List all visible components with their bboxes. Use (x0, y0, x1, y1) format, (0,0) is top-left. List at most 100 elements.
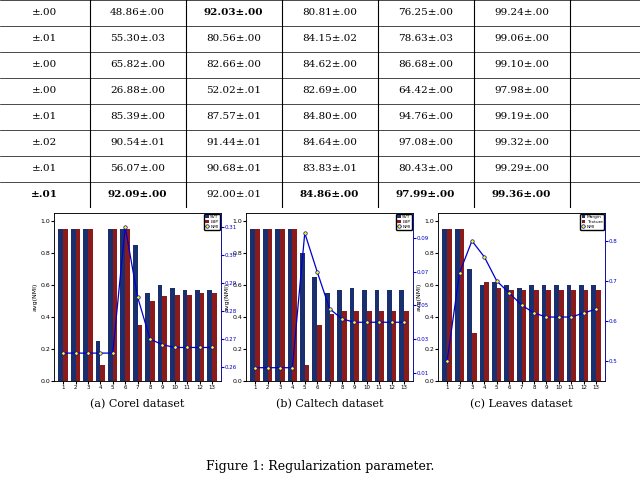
Y-axis label: avg(NMI): avg(NMI) (225, 283, 230, 311)
Text: ±.02: ±.02 (32, 139, 58, 148)
Text: 99.24±.00: 99.24±.00 (494, 8, 549, 17)
Bar (305, 365, 310, 381)
NMI (301, 230, 308, 236)
Text: 84.62±.00: 84.62±.00 (302, 60, 357, 69)
Bar (200, 293, 204, 381)
Text: 92.03±.00: 92.03±.00 (204, 8, 263, 17)
Bar (145, 293, 150, 381)
Bar (330, 314, 334, 381)
Bar (195, 290, 200, 381)
Bar (596, 290, 601, 381)
NMI (351, 319, 358, 325)
Bar (566, 285, 572, 381)
Bar (374, 290, 380, 381)
NMI (363, 319, 371, 325)
Text: ±.01: ±.01 (32, 112, 58, 121)
Text: ±.01: ±.01 (32, 35, 58, 44)
Bar (337, 290, 342, 381)
Text: 80.81±.00: 80.81±.00 (302, 8, 357, 17)
Bar (404, 311, 409, 381)
Line: NMI: NMI (445, 239, 598, 363)
Bar (579, 285, 584, 381)
Line: NMI: NMI (61, 225, 214, 355)
Bar (362, 290, 367, 381)
Bar (517, 288, 522, 381)
Bar (207, 290, 212, 381)
Bar (83, 229, 88, 381)
NMI (543, 314, 550, 320)
Bar (380, 311, 384, 381)
Bar (492, 282, 497, 381)
NMI (72, 350, 79, 356)
Bar (95, 341, 100, 381)
Text: 84.15±.02: 84.15±.02 (302, 35, 357, 44)
Bar (529, 285, 534, 381)
Bar (113, 229, 118, 381)
Text: 82.69±.00: 82.69±.00 (302, 87, 357, 96)
NMI (252, 365, 259, 371)
Bar (387, 290, 392, 381)
NMI (592, 306, 600, 312)
Bar (280, 229, 285, 381)
Text: 84.86±.00: 84.86±.00 (300, 191, 359, 199)
NMI (276, 365, 284, 371)
Bar (399, 290, 404, 381)
Bar (497, 288, 502, 381)
Bar (125, 229, 130, 381)
Bar (584, 290, 588, 381)
Text: 99.10±.00: 99.10±.00 (494, 60, 549, 69)
Text: 56.07±.00: 56.07±.00 (110, 164, 165, 173)
NMI (314, 269, 321, 275)
NMI (468, 238, 476, 244)
Text: 92.00±.01: 92.00±.01 (206, 191, 261, 199)
Bar (212, 293, 217, 381)
NMI (326, 306, 333, 312)
Bar (76, 229, 80, 381)
Bar (349, 288, 355, 381)
Bar (554, 285, 559, 381)
Bar (292, 229, 297, 381)
Bar (100, 365, 105, 381)
Legend: SVT, LBP, NMI: SVT, LBP, NMI (204, 214, 220, 230)
Text: (c) Leaves dataset: (c) Leaves dataset (470, 398, 573, 409)
NMI (109, 350, 116, 356)
NMI (376, 319, 383, 325)
Text: 26.88±.00: 26.88±.00 (110, 87, 165, 96)
Bar (325, 293, 330, 381)
Bar (541, 285, 547, 381)
Bar (534, 290, 539, 381)
Legend: Margin, Texture, NMI: Margin, Texture, NMI (580, 214, 604, 230)
NMI (146, 336, 154, 342)
Text: ±.00: ±.00 (32, 60, 58, 69)
NMI (555, 314, 563, 320)
Text: 94.76±.00: 94.76±.00 (398, 112, 453, 121)
Bar (455, 229, 460, 381)
Bar (472, 333, 477, 381)
Bar (559, 290, 564, 381)
Text: 97.98±.00: 97.98±.00 (494, 87, 549, 96)
Text: 52.02±.01: 52.02±.01 (206, 87, 261, 96)
Bar (504, 285, 509, 381)
Bar (58, 229, 63, 381)
NMI (338, 316, 346, 322)
Text: ±.01: ±.01 (32, 164, 58, 173)
Bar (479, 285, 484, 381)
NMI (289, 365, 296, 371)
NMI (60, 350, 67, 356)
Bar (591, 285, 596, 381)
NMI (208, 345, 216, 350)
Text: 87.57±.01: 87.57±.01 (206, 112, 261, 121)
NMI (134, 294, 141, 300)
Bar (88, 229, 93, 381)
Bar (182, 290, 188, 381)
Text: 48.86±.00: 48.86±.00 (110, 8, 165, 17)
Text: ±.01: ±.01 (31, 191, 58, 199)
NMI (400, 319, 408, 325)
Text: 92.09±.00: 92.09±.00 (108, 191, 167, 199)
Bar (157, 285, 163, 381)
Bar (442, 229, 447, 381)
NMI (97, 350, 104, 356)
Y-axis label: avg(NMI): avg(NMI) (417, 283, 422, 311)
Line: NMI: NMI (253, 231, 406, 369)
NMI (264, 365, 271, 371)
